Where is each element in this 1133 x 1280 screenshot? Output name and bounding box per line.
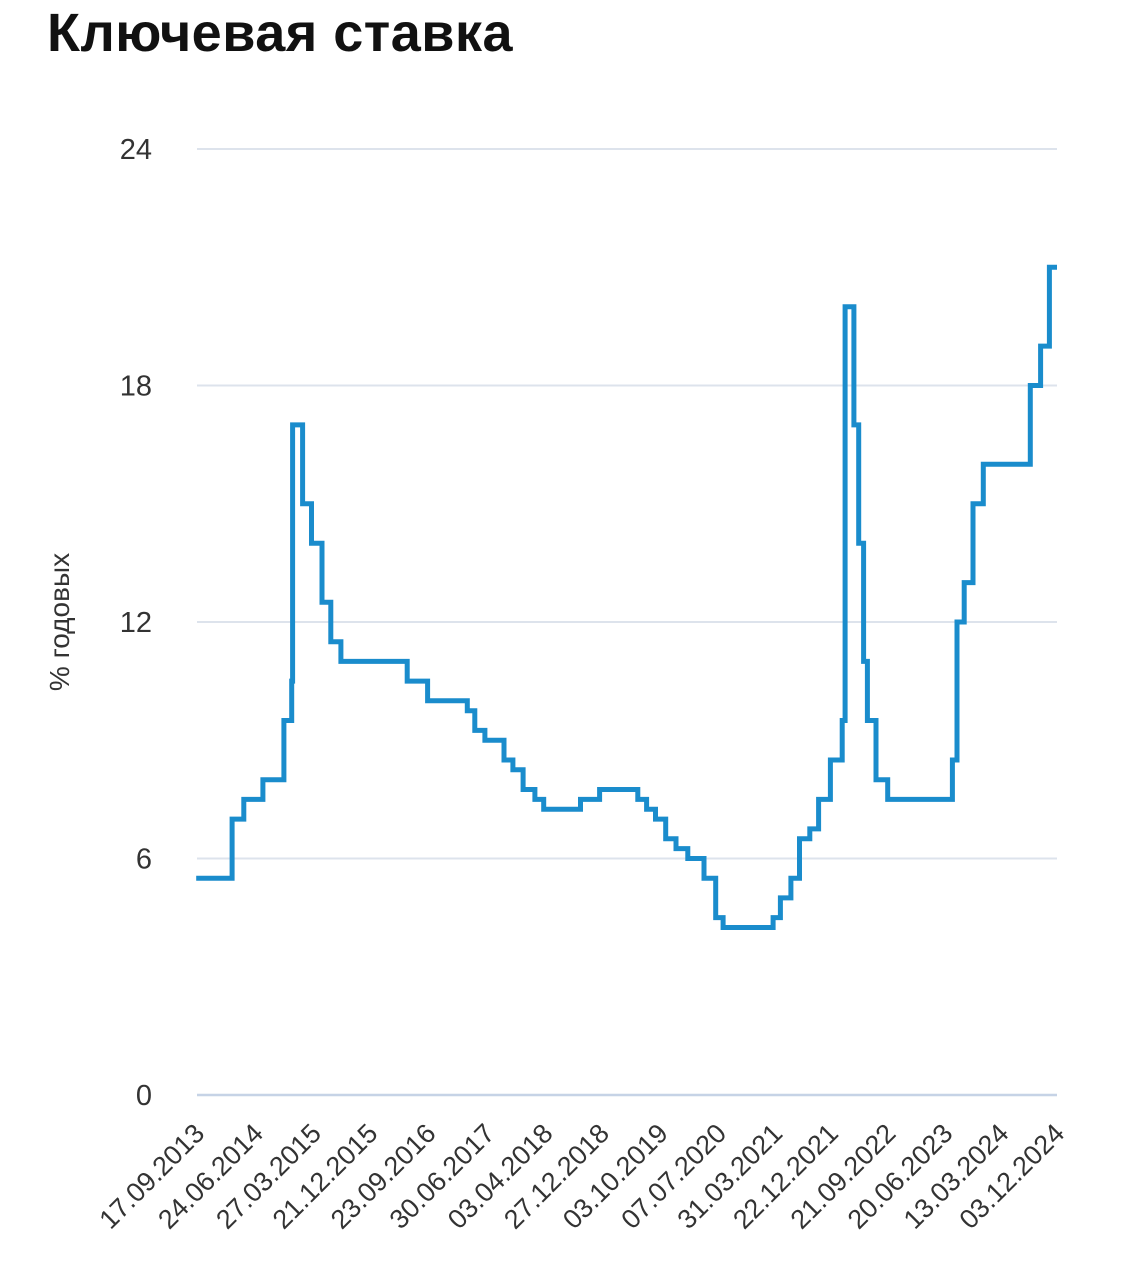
y-tick-label: 12 xyxy=(120,607,152,639)
chart-title: Ключевая ставка xyxy=(47,3,513,63)
y-tick-label: 18 xyxy=(120,371,152,403)
y-axis-ticks: 0 6 12 18 24 xyxy=(120,134,152,1112)
key-rate-line xyxy=(196,264,1057,930)
y-tick-label: 0 xyxy=(136,1080,152,1112)
y-tick-label: 24 xyxy=(120,134,152,166)
y-tick-label: 6 xyxy=(136,844,152,876)
x-axis-ticks: 17.09.201324.06.201427.03.201521.12.2015… xyxy=(93,1118,1070,1235)
y-axis-title: % годовых xyxy=(44,553,75,691)
grid-lines xyxy=(197,148,1057,1097)
